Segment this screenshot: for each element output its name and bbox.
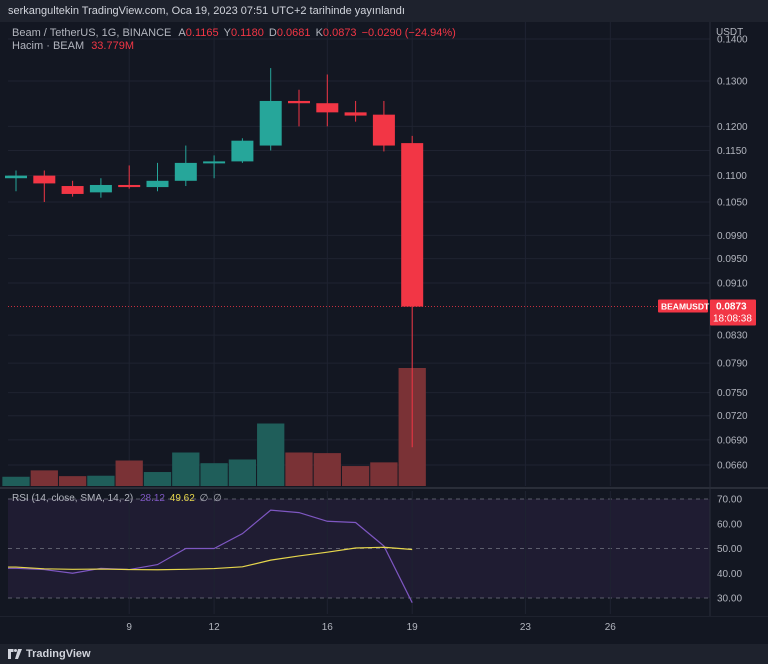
rsi-tick-label: 70.00 bbox=[717, 495, 742, 506]
rsi-tick-label: 60.00 bbox=[717, 519, 742, 530]
volume-bar bbox=[285, 452, 313, 486]
volume-bar bbox=[172, 452, 200, 486]
price-tick-label: 0.0750 bbox=[717, 388, 748, 399]
publish-note: serkangultekin TradingView.com, Oca 19, … bbox=[8, 5, 405, 17]
volume-legend: Hacim · BEAM 33.779M bbox=[12, 40, 134, 52]
volume-value: 33.779M bbox=[91, 40, 134, 52]
countdown-label: 18:08:38 bbox=[713, 314, 752, 325]
price-tick-label: 0.1150 bbox=[717, 146, 747, 157]
volume-bar bbox=[30, 470, 58, 486]
volume-bar bbox=[115, 460, 143, 486]
time-tick-label: 12 bbox=[209, 622, 221, 633]
price-tick-label: 0.0910 bbox=[717, 279, 748, 290]
candle-body bbox=[231, 140, 254, 162]
price-tick-label: 0.0950 bbox=[717, 254, 748, 265]
rsi-legend: RSI (14, close, SMA, 14, 2) 28.12 49.62 … bbox=[12, 493, 222, 504]
rsi-tick-label: 40.00 bbox=[717, 569, 742, 580]
low-value: 0.0681 bbox=[276, 27, 311, 39]
candle-body bbox=[344, 112, 367, 116]
candle-body bbox=[316, 103, 339, 113]
symbol-label[interactable]: Beam / TetherUS, 1G, BINANCE bbox=[12, 27, 172, 39]
rsi-chart[interactable]: 70.00 60.00 50.00 40.00 30.00 bbox=[0, 491, 768, 616]
volume-bar bbox=[87, 475, 115, 486]
price-tick-label: 0.0790 bbox=[717, 359, 748, 370]
candle-body bbox=[174, 162, 197, 181]
low-label: D bbox=[268, 27, 277, 39]
volume-bar bbox=[58, 476, 87, 486]
high-value: 0.1180 bbox=[231, 27, 264, 39]
rsi-tick-label: 50.00 bbox=[717, 544, 742, 555]
currency-unit: USDT bbox=[716, 27, 744, 38]
rsi-extra-1: ∅ bbox=[199, 493, 209, 504]
rsi-value: 28.12 bbox=[139, 493, 165, 504]
price-tick-label: 0.1100 bbox=[717, 171, 747, 182]
symbol-tag-label: BEAMUSDT bbox=[661, 302, 710, 312]
rsi-ma-value: 49.62 bbox=[169, 493, 195, 504]
price-tick-label: 0.0990 bbox=[717, 231, 748, 242]
candle-body bbox=[61, 186, 84, 194]
candle-body bbox=[89, 184, 112, 193]
time-tick-label: 9 bbox=[126, 622, 132, 633]
footer-bar: TradingView bbox=[0, 644, 768, 664]
volume-bar bbox=[200, 463, 228, 486]
rsi-extra-2: ∅ bbox=[213, 493, 222, 504]
candle-body bbox=[33, 175, 56, 184]
footer-brand[interactable]: TradingView bbox=[26, 648, 91, 660]
candle-body bbox=[203, 161, 226, 164]
candle-body bbox=[259, 100, 282, 146]
volume-bar bbox=[341, 466, 370, 486]
close-value: 0.0873 bbox=[322, 27, 357, 39]
time-tick-label: 19 bbox=[407, 622, 419, 633]
price-tick-label: 0.1400 bbox=[717, 35, 748, 46]
price-tick-label: 0.0830 bbox=[717, 331, 748, 342]
ohlc-legend: Beam / TetherUS, 1G, BINANCE A0.1165 Y0.… bbox=[12, 27, 456, 39]
time-tick-label: 23 bbox=[520, 622, 532, 633]
volume-bar bbox=[313, 453, 341, 486]
volume-label[interactable]: Hacim · BEAM bbox=[12, 40, 85, 52]
volume-bar bbox=[2, 476, 30, 486]
volume-bar bbox=[143, 472, 172, 486]
symbol-tag bbox=[658, 299, 708, 313]
rsi-line bbox=[8, 509, 413, 603]
price-tick-label: 0.1050 bbox=[717, 197, 748, 208]
price-tick-label: 0.0690 bbox=[717, 435, 748, 446]
rsi-label[interactable]: RSI (14, close, SMA, 14, 2) bbox=[12, 493, 134, 504]
rsi-tick-label: 30.00 bbox=[717, 594, 742, 605]
price-tick-label: 0.0720 bbox=[717, 411, 748, 422]
high-label: Y bbox=[223, 27, 231, 39]
tradingview-logo-icon[interactable] bbox=[8, 649, 22, 659]
candle-body bbox=[372, 114, 395, 146]
price-tick-label: 0.0660 bbox=[717, 461, 748, 472]
last-price-label: 0.0873 bbox=[716, 302, 747, 313]
volume-bar bbox=[370, 462, 398, 486]
candle-body bbox=[288, 100, 310, 104]
volume-bar bbox=[228, 459, 257, 486]
time-tick-label: 26 bbox=[605, 622, 617, 633]
time-tick-label: 16 bbox=[322, 622, 334, 633]
open-label: A bbox=[178, 27, 186, 39]
price-tick-label: 0.1300 bbox=[717, 77, 748, 88]
price-chart[interactable]: 0.1400 0.1300 0.1200 0.1150 0.1100 0.1050 0.09… bbox=[0, 22, 768, 491]
close-label: K bbox=[315, 27, 323, 39]
last-price-tag[interactable] bbox=[710, 299, 756, 326]
rsi-ma-line bbox=[8, 546, 413, 571]
volume-bar bbox=[257, 423, 285, 486]
candle-body bbox=[5, 175, 27, 179]
price-tick-label: 0.1200 bbox=[717, 122, 748, 133]
open-value: 0.1165 bbox=[185, 27, 219, 39]
candle-body bbox=[401, 143, 424, 307]
change-value: −0.0290 (−24.94%) bbox=[361, 27, 456, 39]
time-axis[interactable]: 9 12 16 19 23 26 bbox=[0, 616, 768, 644]
candle-body bbox=[146, 180, 169, 188]
candle-body bbox=[118, 184, 141, 188]
publish-bar: serkangultekin TradingView.com, Oca 19, … bbox=[0, 0, 768, 22]
